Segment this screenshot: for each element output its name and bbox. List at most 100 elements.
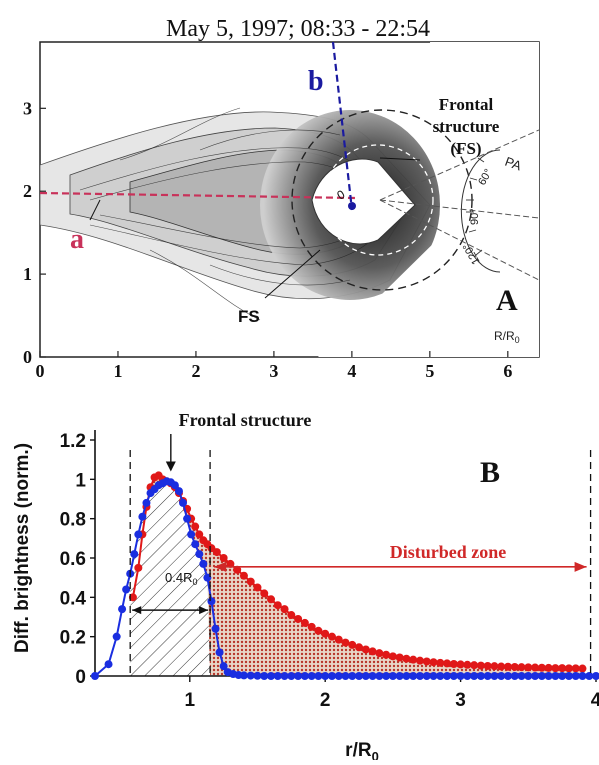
blue-series-point (307, 672, 316, 680)
red-series-point (239, 571, 248, 580)
panel-b-ytick-label: 0.4 (60, 588, 87, 609)
red-series-point (128, 593, 137, 602)
pa-line-upper (379, 129, 539, 201)
red-series-point (327, 632, 336, 641)
blue-series-point (544, 672, 553, 680)
blue-series-point (361, 672, 370, 680)
red-series-point (510, 662, 519, 671)
blue-series-point (409, 672, 418, 680)
blue-series-point (531, 672, 540, 680)
blue-series-point (348, 672, 357, 680)
blue-series-point (211, 624, 220, 633)
blue-series-point (497, 672, 506, 680)
blue-series-point (537, 672, 546, 680)
red-series-point (341, 638, 350, 647)
blue-series-point (273, 672, 282, 680)
blue-series-point (195, 550, 204, 559)
panel-a-xtick-label: 5 (425, 361, 434, 381)
blue-series-point (104, 660, 113, 669)
blue-series-point (112, 632, 121, 641)
blue-series-point (130, 550, 139, 559)
red-series-point (260, 589, 269, 598)
panel-b-ytick-label: 0.6 (60, 549, 86, 570)
width-label: 0.4R0 (165, 570, 197, 587)
blue-series-point (294, 672, 303, 680)
blue-series-point (203, 573, 212, 582)
red-series-point (246, 577, 255, 586)
red-series-point (422, 657, 431, 666)
red-series-point (280, 605, 289, 614)
width-arrow-right-head (199, 606, 209, 615)
blue-series-point (267, 672, 276, 680)
y-axis-label: Diff. brightness (norm.) (12, 443, 33, 653)
pa-line-lower (379, 199, 539, 281)
red-series-point (531, 663, 540, 672)
panel-a-ytick-label: 0 (23, 347, 32, 367)
blue-series-point (219, 662, 228, 671)
blue-series-point (170, 481, 179, 490)
red-series-point (415, 656, 424, 665)
pa-label: PA (503, 154, 524, 174)
disturbed-zone-arrow-left-head (214, 561, 227, 572)
figure-title: May 5, 1997; 08:33 - 22:54 (166, 16, 430, 42)
blue-series-point (375, 672, 384, 680)
disturbed-zone-fill (132, 475, 583, 676)
red-series-point (321, 629, 330, 638)
red-series-point (375, 649, 384, 658)
panel-b: 00.20.40.60.811.21 2 3 4 Frontal structure … (12, 410, 599, 764)
red-series-point (551, 664, 560, 673)
frontal-pointer-head (165, 461, 176, 472)
blue-series-point (239, 671, 248, 680)
wedge-mask (318, 42, 539, 357)
red-series-point (503, 662, 512, 671)
blue-series-point (395, 672, 404, 680)
blue-series-point (199, 559, 208, 568)
blue-series-point (388, 672, 397, 680)
red-series-point (287, 611, 296, 620)
width-arrow-left-head (132, 606, 142, 615)
red-series-point (490, 662, 499, 671)
panel-a-unit: R/R0 (494, 329, 520, 345)
red-series-point (443, 659, 452, 668)
blue-series-point (524, 672, 533, 680)
red-series-point (537, 663, 546, 672)
red-series-point (267, 595, 276, 604)
panel-b-ytick-label: 1.2 (60, 431, 86, 452)
panel-b-title-annotation: Frontal structure (179, 410, 312, 430)
slice-a-label: a (70, 224, 84, 255)
panel-a-ytick-label: 2 (23, 181, 32, 201)
panel-a-xtick-label: 0 (36, 361, 45, 381)
panel-a-label: A (496, 284, 518, 317)
blue-series-point (415, 672, 424, 680)
dashed-circle-inner (322, 144, 434, 256)
fs-short-label: FS (238, 307, 260, 326)
blue-series-point (118, 605, 127, 614)
blue-series-point (334, 672, 343, 680)
blue-series-point (578, 672, 587, 680)
blue-series-point (300, 672, 309, 680)
blue-series-point (592, 672, 599, 680)
red-series-point (219, 554, 228, 562)
slice-b-line (331, 42, 354, 211)
red-series-point (294, 614, 303, 623)
red-series-point (212, 548, 221, 557)
blue-series-point (585, 672, 594, 680)
occulter (311, 158, 416, 245)
blue-series-point (558, 672, 567, 680)
blue-series-point (174, 487, 183, 496)
red-series-point (578, 664, 587, 673)
panel-a-xtick-label: 2 (191, 361, 200, 381)
blue-series-point (355, 672, 364, 680)
red-series-point (314, 626, 323, 635)
panel-b-ytick-label: 0 (75, 667, 86, 688)
fs-leader-bottom (264, 249, 321, 299)
red-series-point (355, 643, 364, 652)
fs-label-line2: structure (433, 117, 500, 136)
fs-label-line3: (FS) (450, 139, 481, 158)
blue-series-point (564, 672, 573, 680)
red-series-point (273, 601, 282, 610)
red-series-point (483, 661, 492, 670)
red-series-point (334, 635, 343, 644)
red-series-point (429, 658, 438, 667)
panel-b-ytick-label: 0.2 (60, 628, 86, 649)
